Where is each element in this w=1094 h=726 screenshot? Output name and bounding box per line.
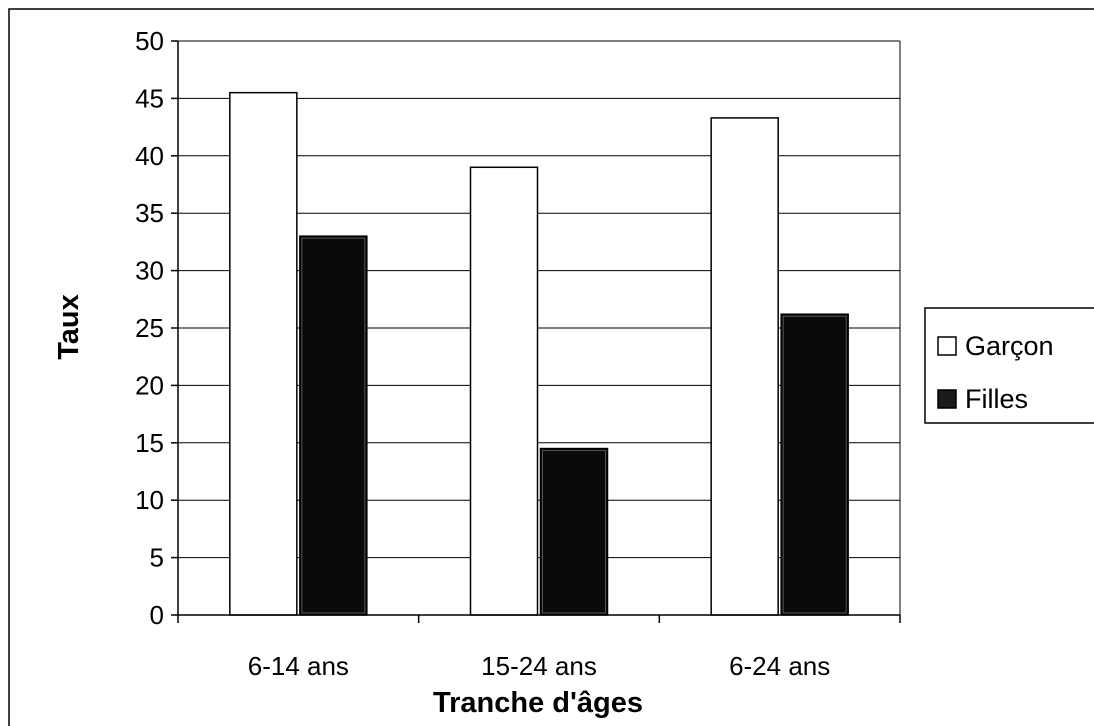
y-axis-title: Taux	[53, 294, 85, 360]
y-tick-label: 5	[150, 543, 164, 573]
y-tick-labels: 0 5 10 15 20 25 30 35 40 45 50	[135, 26, 164, 630]
y-tick-label: 35	[135, 198, 164, 228]
x-tick-label: 15-24 ans	[481, 651, 597, 681]
axes	[171, 40, 901, 623]
bar-garcon	[229, 91, 298, 616]
x-axis-title: Tranche d'âges	[433, 687, 643, 719]
bar-inner-edge	[782, 315, 847, 614]
x-tick-labels: 6-14 ans 15-24 ans 6-24 ans	[248, 651, 831, 681]
y-tick-label: 25	[135, 313, 164, 343]
y-tick-label: 20	[135, 370, 164, 400]
y-tick-label: 10	[135, 485, 164, 515]
legend-swatch-garcon	[937, 336, 957, 356]
y-tick-label: 50	[135, 26, 164, 56]
bar-garcon	[469, 166, 539, 616]
y-tick-label: 15	[135, 428, 164, 458]
y-tick-label: 40	[135, 141, 164, 171]
x-tick-label: 6-24 ans	[729, 651, 830, 681]
legend: Garçon Filles	[924, 307, 1094, 424]
bar-inner-edge	[301, 237, 366, 614]
legend-swatch-filles	[937, 389, 957, 409]
x-tick-label: 6-14 ans	[248, 651, 349, 681]
bar-garcon	[710, 117, 779, 616]
y-tick-label: 45	[135, 83, 164, 113]
bars	[229, 91, 849, 616]
legend-label-garcon: Garçon	[965, 331, 1054, 361]
gridlines	[178, 40, 901, 615]
y-tick-label: 30	[135, 256, 164, 286]
bar-inner-edge	[542, 450, 606, 614]
bar-filles	[539, 447, 609, 616]
bar-filles	[780, 313, 849, 616]
legend-label-filles: Filles	[965, 384, 1028, 414]
bar-filles	[299, 235, 368, 616]
y-tick-label: 0	[150, 600, 164, 630]
